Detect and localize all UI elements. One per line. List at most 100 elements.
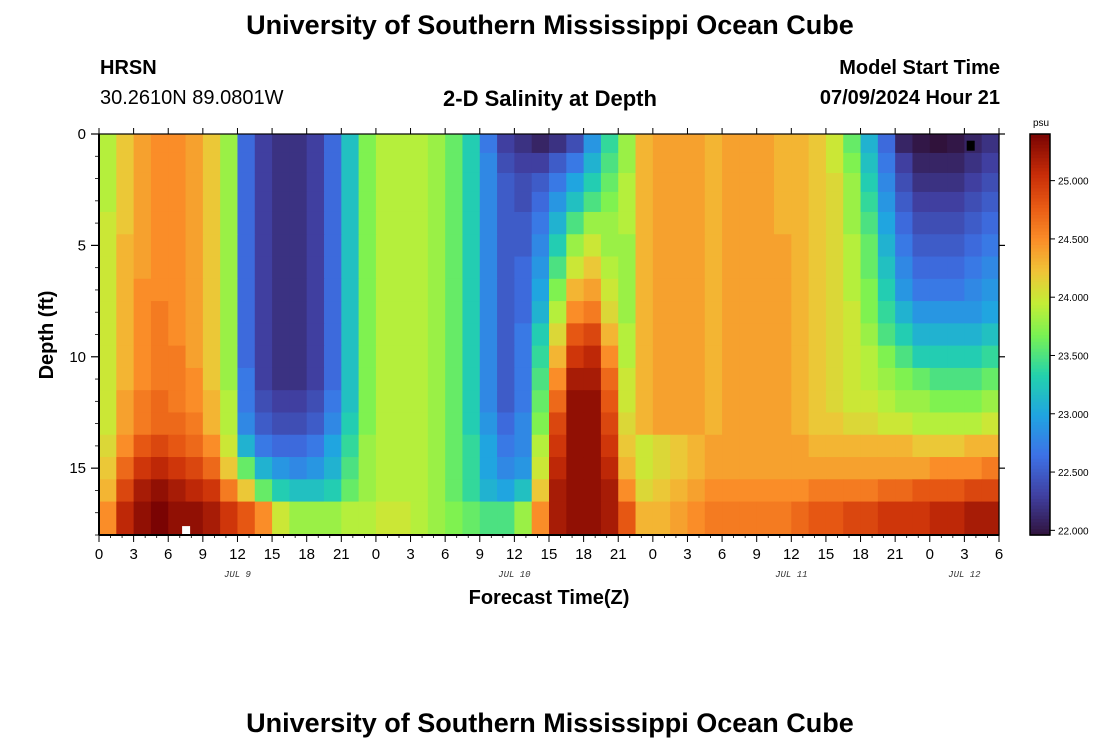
missing-data-cells bbox=[182, 140, 975, 537]
heatmap-cell bbox=[964, 234, 983, 258]
heatmap-cell bbox=[670, 234, 689, 258]
colorbar-segment bbox=[1030, 364, 1050, 369]
heatmap-cell bbox=[722, 412, 740, 436]
heatmap-cell bbox=[445, 152, 464, 174]
heatmap-cell bbox=[237, 323, 256, 347]
heatmap-cell bbox=[99, 234, 117, 258]
station-name: HRSN bbox=[100, 57, 157, 79]
heatmap-cell bbox=[220, 323, 239, 347]
heatmap-cell bbox=[687, 367, 706, 391]
heatmap-cell bbox=[929, 434, 948, 458]
heatmap-cell bbox=[722, 323, 740, 347]
colorbar-segment bbox=[1030, 194, 1050, 199]
heatmap-cell bbox=[341, 367, 360, 391]
heatmap-cell bbox=[704, 172, 723, 193]
heatmap-cell bbox=[324, 172, 342, 193]
heatmap-cells bbox=[99, 134, 1000, 536]
colorbar-segment bbox=[1030, 381, 1050, 386]
x-date-label: JUL 10 bbox=[498, 570, 531, 580]
colorbar-segment bbox=[1030, 234, 1050, 239]
heatmap-cell bbox=[618, 434, 637, 458]
heatmap-cell bbox=[895, 345, 914, 369]
heatmap-cell bbox=[791, 234, 810, 258]
heatmap-cell bbox=[791, 323, 810, 347]
heatmap-cell bbox=[549, 457, 567, 480]
heatmap-cell bbox=[600, 172, 619, 193]
heatmap-cell bbox=[168, 301, 187, 324]
heatmap-cell bbox=[704, 457, 723, 480]
heatmap-cell bbox=[410, 345, 429, 369]
heatmap-cell bbox=[168, 323, 187, 347]
heatmap-cell bbox=[479, 323, 498, 347]
heatmap-cell bbox=[237, 211, 256, 235]
colorbar-segment bbox=[1030, 311, 1050, 316]
heatmap-cell bbox=[583, 390, 602, 414]
heatmap-cell bbox=[324, 278, 342, 302]
heatmap-cell bbox=[791, 301, 810, 324]
heatmap-cell bbox=[566, 134, 585, 154]
heatmap-cell bbox=[774, 367, 792, 391]
colorbar-segment bbox=[1030, 140, 1050, 145]
heatmap-cell bbox=[566, 256, 585, 280]
heatmap-cell bbox=[843, 191, 862, 213]
heatmap-cell bbox=[237, 479, 256, 503]
heatmap-cell bbox=[375, 412, 394, 436]
colorbar-segment bbox=[1030, 394, 1050, 399]
heatmap-cell bbox=[635, 278, 654, 302]
heatmap-cell bbox=[739, 457, 758, 480]
heatmap-cell bbox=[410, 390, 429, 414]
x-tick-label: 21 bbox=[333, 546, 350, 563]
colorbar-tick-label: 24.500 bbox=[1058, 235, 1089, 246]
x-tick-label: 18 bbox=[575, 546, 592, 563]
heatmap-cell bbox=[462, 211, 481, 235]
heatmap-cell bbox=[912, 323, 931, 347]
heatmap-cell bbox=[704, 152, 723, 174]
heatmap-cell bbox=[324, 256, 342, 280]
heatmap-cell bbox=[877, 134, 896, 154]
colorbar-segment bbox=[1030, 428, 1050, 433]
heatmap-cell bbox=[185, 191, 204, 213]
heatmap-cell bbox=[791, 278, 810, 302]
heatmap-cell bbox=[566, 434, 585, 458]
heatmap-cell bbox=[843, 234, 862, 258]
heatmap-cell bbox=[947, 501, 965, 536]
chart-title: 2-D Salinity at Depth bbox=[443, 86, 657, 111]
heatmap-cell bbox=[237, 301, 256, 324]
heatmap-cell bbox=[306, 457, 325, 480]
heatmap-cell bbox=[531, 323, 550, 347]
heatmap-cell bbox=[99, 301, 117, 324]
heatmap-cell bbox=[393, 301, 412, 324]
heatmap-cell bbox=[479, 172, 498, 193]
heatmap-cell bbox=[133, 301, 152, 324]
heatmap-cell bbox=[462, 172, 481, 193]
heatmap-cell bbox=[549, 191, 567, 213]
heatmap-cell bbox=[825, 367, 844, 391]
heatmap-cell bbox=[202, 152, 221, 174]
heatmap-cell bbox=[202, 367, 221, 391]
heatmap-cell bbox=[583, 234, 602, 258]
heatmap-cell bbox=[774, 256, 792, 280]
colorbar-segment bbox=[1030, 257, 1050, 262]
colorbar-segment bbox=[1030, 528, 1050, 533]
heatmap-cell bbox=[133, 457, 152, 480]
heatmap-cell bbox=[514, 434, 533, 458]
colorbar-segment bbox=[1030, 484, 1050, 489]
heatmap-cell bbox=[808, 211, 827, 235]
heatmap-cell bbox=[981, 390, 1000, 414]
heatmap-cell bbox=[704, 390, 723, 414]
heatmap-cell bbox=[981, 211, 1000, 235]
heatmap-cell bbox=[168, 434, 187, 458]
heatmap-cell bbox=[981, 367, 1000, 391]
heatmap-cell bbox=[133, 501, 152, 536]
heatmap-cell bbox=[877, 457, 896, 480]
heatmap-cell bbox=[514, 191, 533, 213]
heatmap-cell bbox=[358, 152, 377, 174]
heatmap-cell bbox=[756, 134, 775, 154]
x-date-label: JUL 12 bbox=[948, 570, 981, 580]
heatmap-cell bbox=[324, 191, 342, 213]
heatmap-cell bbox=[341, 501, 360, 536]
heatmap-cell bbox=[618, 412, 637, 436]
heatmap-cell bbox=[635, 301, 654, 324]
x-axis-label: Forecast Time(Z) bbox=[469, 587, 630, 609]
heatmap-cell bbox=[254, 211, 273, 235]
